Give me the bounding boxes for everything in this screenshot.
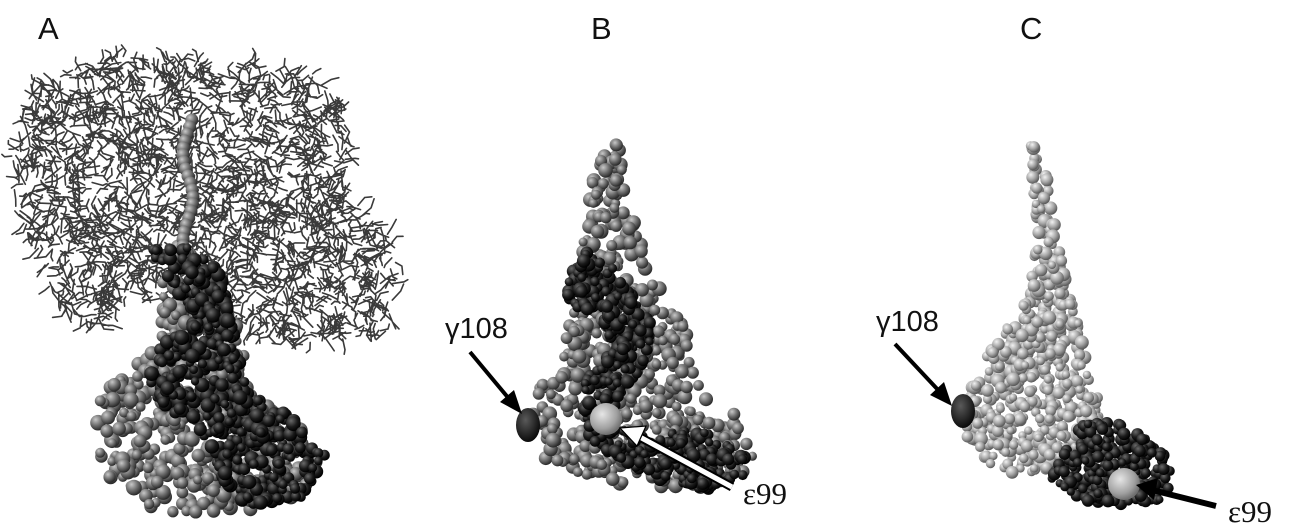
protein-light-domain-c bbox=[958, 141, 1104, 479]
panel-b-letter: B bbox=[591, 11, 612, 46]
arrow-epsilon99-b bbox=[618, 425, 735, 491]
arrow-gamma108-c bbox=[893, 342, 952, 406]
epsilon99-label-b: ε99 bbox=[743, 476, 787, 511]
protein-dark-domain-c bbox=[1047, 417, 1175, 511]
gamma108-marker-b bbox=[516, 408, 540, 442]
panel-c-letter: C bbox=[1020, 11, 1042, 46]
epsilon99-sphere-b bbox=[590, 403, 622, 435]
panel-a: A bbox=[1, 11, 409, 519]
epsilon99-label-c: ε99 bbox=[1228, 494, 1272, 525]
gamma108-label-b: γ108 bbox=[445, 313, 508, 345]
gamma108-marker-c bbox=[951, 394, 975, 428]
gamma108-label-c: γ108 bbox=[876, 306, 939, 338]
panel-c: C γ108 ε99 bbox=[876, 11, 1272, 525]
protein-dark-domain-b bbox=[562, 246, 751, 495]
arrow-gamma108-b bbox=[468, 350, 522, 414]
panel-b: B γ108 ε99 bbox=[445, 11, 787, 511]
arrow-epsilon99-c bbox=[1136, 478, 1217, 509]
epsilon99-sphere-c bbox=[1108, 468, 1140, 500]
panel-a-letter: A bbox=[38, 11, 59, 46]
protein-dark-domain-a bbox=[144, 243, 330, 510]
